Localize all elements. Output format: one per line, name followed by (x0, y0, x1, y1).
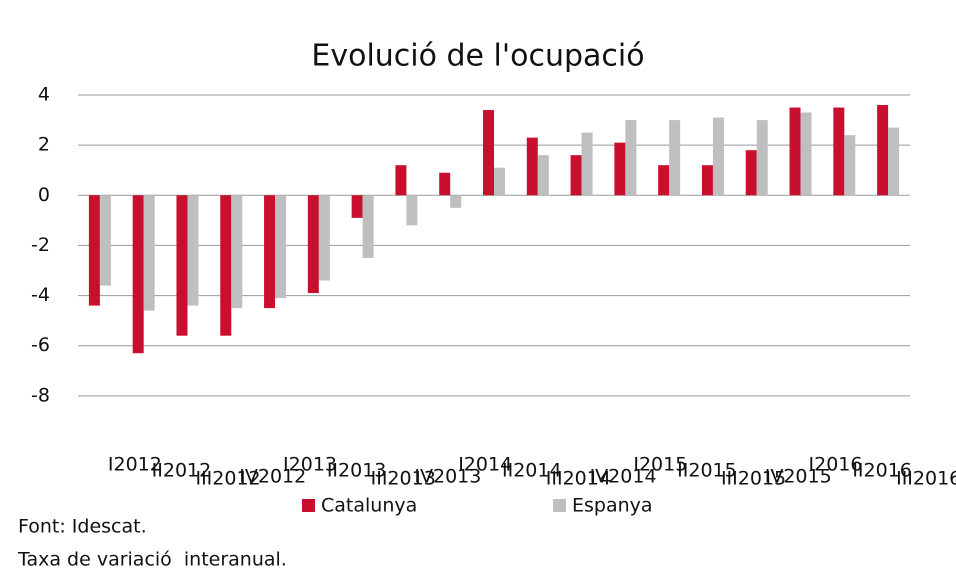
bar (833, 107, 845, 196)
bar (176, 195, 188, 336)
x-tick-label: I2016 (809, 454, 863, 476)
bar (789, 107, 801, 196)
x-tick-label: IV2012 (239, 466, 306, 488)
bar (669, 120, 681, 196)
bar (844, 135, 856, 196)
x-tick-label: IV2014 (590, 466, 657, 488)
legend-label: Catalunya (321, 495, 417, 517)
y-tick-label: 4 (38, 84, 50, 106)
bar (483, 110, 494, 196)
y-tick-label: 0 (38, 184, 50, 206)
x-tick-label: II2013 (327, 460, 387, 482)
bar (614, 142, 626, 196)
y-tick-label: -4 (31, 284, 50, 306)
bar (99, 195, 111, 286)
bar (800, 112, 812, 196)
bar (658, 165, 670, 196)
x-tick-label: I2015 (633, 454, 687, 476)
chart-area (8, 10, 948, 490)
x-tick-label: III2015 (721, 468, 786, 490)
bar (307, 195, 319, 294)
bar (756, 120, 768, 196)
x-tick-label: I2012 (108, 454, 162, 476)
bar (712, 117, 724, 196)
x-tick-label: II2014 (502, 460, 562, 482)
bar (570, 155, 582, 196)
chart-title: Evolució de l'ocupació (311, 39, 644, 74)
y-tick-label: -6 (31, 334, 50, 356)
bar (581, 132, 593, 196)
x-tick-label: II2015 (677, 460, 737, 482)
bar (537, 155, 549, 196)
bar (701, 165, 713, 196)
bar (450, 195, 462, 208)
x-tick-label: III2014 (546, 468, 611, 490)
legend-swatch (553, 499, 566, 512)
x-tick-label: III2012 (195, 468, 260, 490)
bar (745, 150, 757, 196)
bar (187, 195, 199, 306)
y-tick-label: -2 (31, 234, 50, 256)
bar (88, 195, 100, 306)
bar (439, 172, 451, 196)
y-tick-label: 2 (38, 134, 50, 156)
legend-label: Espanya (572, 495, 653, 517)
y-tick-label: -8 (31, 384, 50, 406)
bar (264, 195, 276, 309)
bar (275, 195, 287, 299)
bar (406, 195, 418, 226)
x-tick-label: III2013 (371, 468, 436, 490)
bar (625, 120, 637, 196)
bar (231, 195, 243, 309)
bar (132, 195, 144, 354)
x-tick-label: II2012 (152, 460, 212, 482)
bar (220, 195, 232, 336)
bar (494, 167, 505, 196)
bar (143, 195, 155, 311)
x-tick-label: IV2013 (414, 466, 481, 488)
bar (318, 195, 330, 281)
bar (395, 165, 407, 196)
x-tick-label: III2016 (896, 468, 956, 490)
note: Taxa de variació interanual. (17, 549, 287, 571)
x-tick-label: II2016 (852, 460, 912, 482)
x-tick-label: I2014 (458, 454, 512, 476)
x-tick-label: IV2015 (765, 466, 832, 488)
bar (351, 195, 363, 218)
bar (888, 127, 900, 196)
bar (362, 195, 374, 258)
source: Font: Idescat. (18, 516, 147, 538)
bar (877, 105, 889, 196)
legend-swatch (302, 499, 315, 512)
bar (526, 137, 538, 196)
x-tick-label: I2013 (283, 454, 337, 476)
